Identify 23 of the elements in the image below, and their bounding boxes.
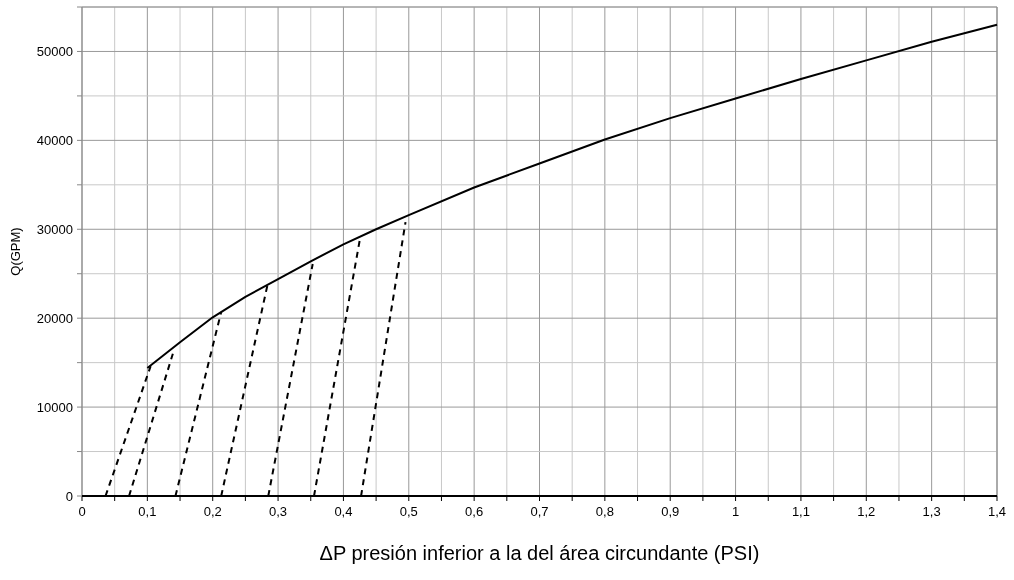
x-tick-label: 0,9 xyxy=(661,504,680,519)
x-tick-label: 0,6 xyxy=(465,504,484,519)
x-tick-label: 1,4 xyxy=(987,504,1007,519)
x-tick-label: 0,3 xyxy=(269,504,288,519)
x-tick-label: 0,7 xyxy=(530,504,549,519)
x-axis-title: ΔP presión inferior a la del área circundante (PSI) xyxy=(319,542,760,564)
x-tick-label: 0,8 xyxy=(595,504,614,519)
x-tick-label: 0,1 xyxy=(138,504,157,519)
y-tick-label: 10000 xyxy=(36,399,73,415)
y-axis-title: Q(GPM) xyxy=(8,227,23,276)
x-tick-label: 0,2 xyxy=(203,504,222,519)
x-tick-label: 0,5 xyxy=(399,504,418,519)
y-tick-label: 0 xyxy=(65,488,73,504)
y-tick-label: 40000 xyxy=(36,132,73,148)
x-tick-label: 1,2 xyxy=(857,504,876,519)
x-tick-label: 1,1 xyxy=(791,504,810,519)
x-tick-label: 0,4 xyxy=(334,504,353,519)
x-tick-label: 1 xyxy=(731,504,740,519)
y-tick-label: 20000 xyxy=(36,310,73,326)
y-tick-label: 30000 xyxy=(36,221,73,237)
x-tick-label: 0 xyxy=(78,504,86,519)
y-tick-label: 50000 xyxy=(36,43,73,59)
x-tick-label: 1,3 xyxy=(922,504,941,519)
